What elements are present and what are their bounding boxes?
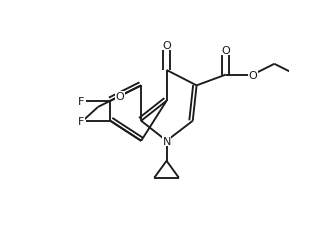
Text: O: O [222,46,230,56]
Text: F: F [78,116,84,126]
Text: N: N [162,136,171,146]
Text: O: O [249,70,257,80]
Text: O: O [115,92,124,102]
Text: F: F [78,96,84,106]
Text: O: O [162,40,171,50]
